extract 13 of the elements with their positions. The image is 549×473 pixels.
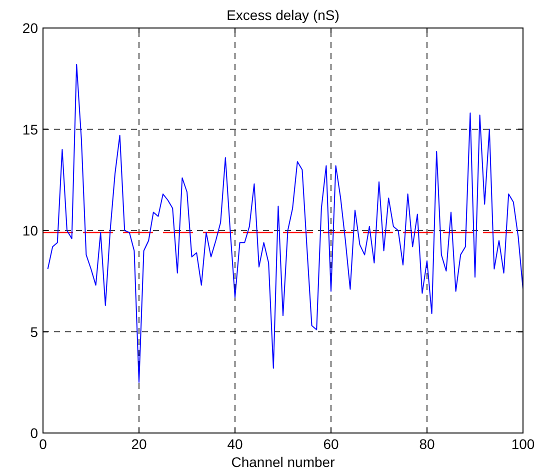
x-tick-label: 60: [323, 436, 339, 452]
x-tick-label: 80: [419, 436, 435, 452]
x-tick-label: 20: [131, 436, 147, 452]
x-tick-label: 40: [227, 436, 243, 452]
y-tick-label: 10: [22, 222, 38, 238]
x-axis-title: Channel number: [231, 454, 336, 470]
y-tick-label: 0: [30, 425, 38, 441]
y-tick-label: 15: [22, 121, 38, 138]
x-tick-label: 100: [511, 436, 535, 452]
line-series: [47, 64, 524, 383]
chart-title: Excess delay (nS): [226, 7, 340, 23]
y-tick-label: 5: [30, 324, 38, 340]
y-tick-label: 20: [22, 20, 38, 36]
